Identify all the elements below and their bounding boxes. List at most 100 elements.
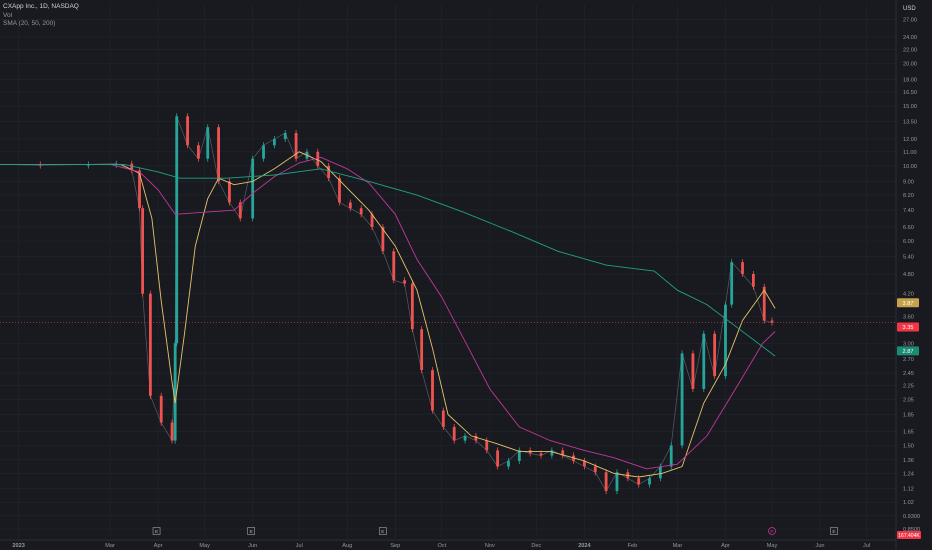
- x-tick-label: Nov: [485, 543, 495, 549]
- volume-badge-text: 167.404K: [898, 533, 920, 539]
- event-marker-label: E: [381, 529, 384, 535]
- candle-body: [228, 181, 231, 203]
- candle-body: [463, 435, 467, 441]
- y-tick-label: 1.65: [903, 429, 914, 435]
- y-tick-label: 2.25: [903, 384, 914, 390]
- y-tick-label: 2.45: [903, 371, 914, 377]
- candle-body: [431, 370, 434, 411]
- y-tick-label: 11.00: [903, 150, 917, 156]
- earnings-marker: [379, 527, 387, 535]
- y-tick-label: 3.00: [903, 341, 914, 347]
- x-tick-label: Mar: [673, 543, 683, 549]
- y-tick-label: 1.50: [903, 443, 914, 449]
- price-badge-text: 2.87: [903, 349, 914, 355]
- price-badge-text: 3.87: [903, 301, 914, 307]
- candle-body: [186, 116, 189, 146]
- candle-body: [359, 208, 363, 215]
- candle-body: [403, 280, 406, 284]
- candle-body: [770, 320, 774, 323]
- y-tick-label: 4.20: [903, 292, 914, 298]
- y-tick-label: 24.00: [903, 35, 917, 41]
- candle-body: [615, 472, 619, 492]
- candle-body: [637, 478, 641, 485]
- sma-20-line: [0, 151, 776, 478]
- candle-body: [348, 202, 352, 209]
- x-tick-label: Jul: [296, 543, 303, 549]
- x-tick-label: Feb: [628, 543, 638, 549]
- candle-body: [669, 445, 673, 467]
- y-tick-label: 0.8500: [903, 527, 920, 533]
- candle-body: [327, 165, 331, 179]
- x-tick-label: Apr: [721, 543, 730, 549]
- split-marker: [768, 527, 776, 535]
- candle-body: [485, 440, 489, 451]
- candle-body: [159, 395, 163, 423]
- candle-body: [751, 274, 755, 287]
- candle-body: [724, 304, 727, 377]
- candle-body: [294, 132, 298, 159]
- y-tick-label: 2.05: [903, 397, 914, 403]
- y-tick-label: 8.20: [903, 193, 914, 199]
- candle-body: [507, 460, 510, 467]
- price-close-line: [0, 116, 773, 492]
- x-tick-label: Aug: [342, 543, 352, 549]
- currency-label: USD: [903, 6, 916, 12]
- candle-body: [452, 426, 456, 441]
- y-tick-label: 1.24: [903, 471, 914, 477]
- candle-body: [316, 151, 320, 166]
- symbol-title[interactable]: CXApp Inc., 1D, NASDAQ: [3, 3, 79, 10]
- candle-body: [517, 450, 521, 461]
- candle-body: [583, 460, 586, 467]
- candle-body: [338, 178, 341, 203]
- y-tick-label: 20.00: [903, 62, 917, 68]
- x-tick-label: Sep: [390, 543, 400, 549]
- event-marker-label: P: [770, 529, 773, 535]
- y-tick-label: 1.02: [903, 500, 914, 506]
- price-badge: [897, 322, 919, 332]
- candle-body: [691, 353, 695, 389]
- candle-body: [713, 333, 717, 377]
- candle-body: [410, 283, 414, 330]
- x-tick-label: Mar: [105, 543, 115, 549]
- candle-body: [658, 466, 662, 479]
- candle-body: [170, 422, 174, 441]
- candle-body: [702, 333, 706, 389]
- candle-body: [272, 139, 276, 146]
- y-tick-label: 18.00: [903, 77, 917, 83]
- y-tick-label: 2.70: [903, 357, 914, 363]
- event-marker-label: E: [250, 529, 253, 535]
- volume-legend[interactable]: Vol: [3, 12, 13, 19]
- event-marker-label: E: [832, 529, 835, 535]
- y-tick-label: 10.00: [903, 164, 917, 170]
- y-tick-label: 27.00: [903, 18, 917, 24]
- x-tick-label: May: [767, 543, 778, 549]
- candle-body: [496, 450, 500, 467]
- y-tick-label: 1.12: [903, 486, 914, 492]
- x-tick-label: May: [199, 543, 210, 549]
- y-tick-label: 15.00: [903, 104, 917, 110]
- candle-body: [175, 116, 179, 344]
- candle-body: [238, 202, 242, 219]
- sma-50-line: [0, 156, 776, 470]
- x-tick-label: 2023: [12, 543, 24, 549]
- y-tick-label: 9.00: [903, 179, 914, 185]
- event-marker-label: E: [155, 529, 158, 535]
- y-tick-label: 1.85: [903, 412, 914, 418]
- sma-legend[interactable]: SMA (20, 50, 200): [3, 20, 56, 27]
- candle-body: [262, 145, 265, 159]
- candle-body: [141, 208, 145, 294]
- candle-body: [370, 214, 374, 228]
- volume-badge: [897, 531, 921, 539]
- y-tick-label: 13.50: [903, 120, 917, 126]
- y-tick-label: 22.00: [903, 48, 917, 54]
- earnings-marker: [152, 527, 161, 535]
- candle-body: [730, 262, 734, 305]
- candle-body: [593, 466, 597, 473]
- candle-body: [251, 158, 255, 219]
- price-badge-text: 3.35: [903, 325, 914, 331]
- x-tick-label: Jul: [863, 543, 870, 549]
- y-tick-label: 3.60: [903, 314, 914, 320]
- candle-body: [528, 450, 532, 454]
